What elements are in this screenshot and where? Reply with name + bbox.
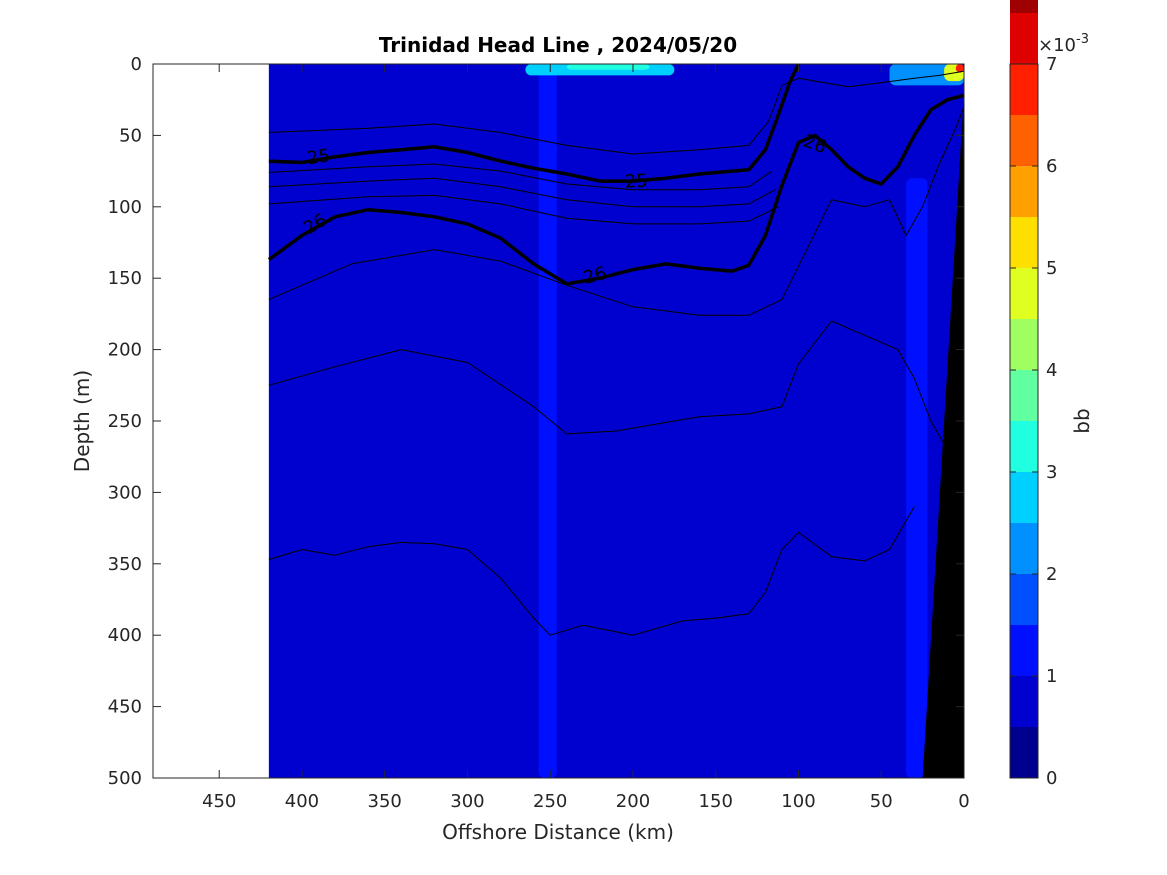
contour-label: 25: [306, 145, 332, 169]
colorbar: 0 1 2 3 4 5 6 7: [1009, 0, 1057, 789]
colorbar-swatch: [1010, 370, 1038, 421]
contour-25-6: [268, 177, 776, 208]
colorbar-tick-label: 5: [1046, 258, 1057, 279]
colorbar-swatch: [1010, 166, 1038, 217]
field-patch-7: [955, 64, 964, 73]
y-tick-label: 150: [108, 268, 142, 289]
x-tick-label: 100: [781, 791, 815, 812]
colorbar-swatch: [1010, 421, 1038, 472]
colorbar-tick-label: 4: [1046, 360, 1057, 381]
seafloor-bathymetry: [922, 92, 964, 778]
colorbar-swatch: [1010, 727, 1038, 778]
colorbar-frame: [1009, 63, 1039, 779]
colorbar-swatch: [1010, 574, 1038, 625]
contour-26-6: [268, 506, 915, 636]
colorbar-tick-label: 0: [1046, 768, 1057, 789]
colorbar-swatch: [1010, 13, 1038, 64]
colorbar-tick-label: 7: [1046, 54, 1057, 75]
contour-26-4: [268, 320, 964, 493]
colorbar-swatch: [1010, 64, 1038, 115]
contour-25: [268, 64, 801, 183]
contour-25-4: [268, 163, 773, 191]
y-axis: 0 50 100 150 200 250 300 350 400 450 500: [108, 54, 964, 789]
colorbar-swatch: [1010, 115, 1038, 166]
y-tick-label: 200: [108, 340, 142, 361]
x-tick-label: 400: [285, 791, 319, 812]
x-tick-label: 450: [202, 791, 236, 812]
y-tick-label: 300: [108, 482, 142, 503]
density-contours: [267, 64, 964, 636]
y-axis-label: Depth (m): [70, 370, 94, 472]
x-tick-label: 50: [870, 791, 893, 812]
colorbar-swatch: [1010, 472, 1038, 523]
contour-25-2: [268, 70, 964, 155]
colorbar-tick-label: 1: [1046, 666, 1057, 687]
colorbar-swatch: [1010, 676, 1038, 727]
x-tick-label: 250: [533, 791, 567, 812]
field-patch-1: [538, 64, 557, 778]
y-tick-label: 0: [131, 54, 142, 75]
colorbar-swatch: [1010, 217, 1038, 268]
y-tick-label: 450: [108, 697, 142, 718]
colorbar-swatch: [1010, 268, 1038, 319]
colorbar-tick-label: 3: [1046, 462, 1057, 483]
y-tick-label: 400: [108, 625, 142, 646]
colorbar-multiplier: ×10-3: [1038, 32, 1089, 56]
colorbar-swatch: [1010, 523, 1038, 574]
colorbar-swatch: [1010, 625, 1038, 676]
contour-25-8: [268, 194, 779, 225]
y-tick-label: 500: [108, 768, 142, 789]
chart-title: Trinidad Head Line , 2024/05/20: [379, 33, 737, 57]
x-tick-label: 350: [368, 791, 402, 812]
field-patch-2: [906, 178, 928, 778]
x-tick-label: 0: [958, 791, 969, 812]
y-tick-label: 350: [108, 554, 142, 575]
contour-label: 25: [624, 171, 648, 193]
x-axis-label: Offshore Distance (km): [442, 820, 674, 844]
y-tick-label: 250: [108, 411, 142, 432]
x-tick-label: 150: [699, 791, 733, 812]
colorbar-swatch: [1010, 319, 1038, 370]
colorbar-multiplier-exponent: -3: [1076, 32, 1089, 47]
x-axis: 450 400 350 300 250 200 150 100 50 0: [202, 64, 970, 812]
y-tick-label: 50: [119, 125, 142, 146]
field-patch-0: [268, 64, 964, 778]
x-tick-label: 300: [450, 791, 484, 812]
colorbar-tick-label: 2: [1046, 564, 1057, 585]
colorbar-label: bb: [1070, 408, 1094, 433]
field-patch-4: [566, 64, 650, 70]
colorbar-swatch: [1010, 0, 1038, 13]
contour-26-2: [268, 106, 964, 316]
colorbar-tick-label: 6: [1046, 156, 1057, 177]
colorbar-multiplier-base: ×10: [1038, 35, 1076, 56]
contour-26: [267, 93, 964, 286]
scalar-field: [268, 64, 964, 778]
y-tick-label: 100: [108, 197, 142, 218]
x-tick-label: 200: [616, 791, 650, 812]
